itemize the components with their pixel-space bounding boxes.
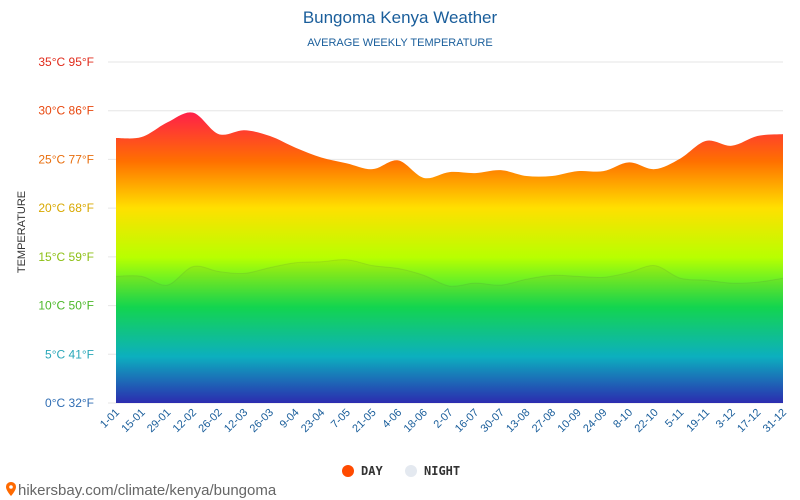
legend-night-label: NIGHT [424,464,460,478]
x-tick-label: 12-03 [222,407,250,435]
x-tick-label: 26-02 [196,407,224,435]
source-url: hikersbay.com/climate/kenya/bungoma [18,482,277,499]
x-tick-label: 26-03 [248,407,276,435]
legend: DAY NIGHT [342,464,460,478]
x-tick-label: 13-08 [504,407,532,435]
y-tick-label: 20°C 68°F [38,201,94,215]
x-tick-label: 17-12 [735,407,763,435]
x-tick-label: 10-09 [556,407,584,435]
legend-item-night[interactable]: NIGHT [405,464,460,478]
x-tick-label: 22-10 [632,407,660,435]
source-link[interactable]: hikersbay.com/climate/kenya/bungoma [6,482,277,499]
x-tick-label: 30-07 [479,407,507,435]
x-tick-label: 19-11 [684,407,712,435]
x-tick-label: 3-12 [714,407,738,431]
x-tick-label: 27-08 [530,407,558,435]
y-axis-ticks: 0°C 32°F 5°C 41°F 10°C 50°F 15°C 59°F 20°C 6… [38,55,94,410]
x-tick-label: 9-04 [278,407,302,431]
y-tick-label: 25°C 77°F [38,152,94,166]
x-tick-label: 23-04 [299,407,327,435]
x-tick-label: 8-10 [611,407,635,431]
x-tick-label: 7-05 [329,407,353,431]
night-area [116,259,783,403]
y-tick-label: 35°C 95°F [38,55,94,69]
legend-day-label: DAY [361,464,383,478]
x-tick-label: 4-06 [380,407,404,431]
legend-night-marker [405,465,417,477]
day-area [116,112,783,403]
y-tick-label: 5°C 41°F [45,347,94,361]
x-tick-label: 2-07 [432,407,456,431]
location-pin-icon [6,482,16,496]
x-tick-label: 31-12 [761,407,789,435]
x-tick-label: 21-05 [350,407,378,435]
x-tick-label: 29-01 [145,407,173,435]
y-tick-label: 10°C 50°F [38,299,94,313]
x-tick-label: 18-06 [402,407,430,435]
x-tick-label: 5-11 [663,407,686,430]
y-tick-label: 0°C 32°F [45,396,94,410]
y-tick-label: 30°C 86°F [38,104,94,118]
night-line [115,259,784,287]
chart-title: Bungoma Kenya Weather [303,8,498,27]
x-tick-label: 24-09 [581,407,609,435]
y-axis-title: TEMPERATURE [16,191,28,273]
y-tick-label: 15°C 59°F [38,250,94,264]
x-tick-label: 1-01 [98,407,122,431]
legend-day-marker [342,465,354,477]
x-tick-label: 15-01 [119,407,147,435]
legend-item-day[interactable]: DAY [342,464,383,478]
chart-subtitle: AVERAGE WEEKLY TEMPERATURE [307,37,492,49]
x-tick-label: 16-07 [453,407,481,435]
x-tick-label: 12-02 [171,407,199,435]
